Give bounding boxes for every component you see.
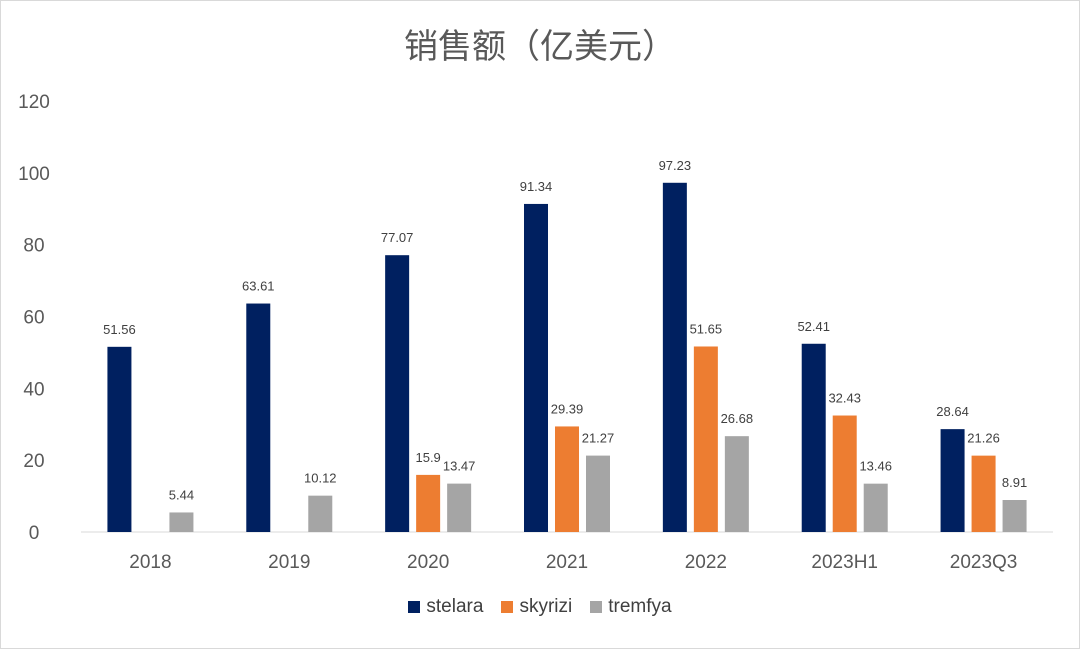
x-tick-label: 2018	[129, 552, 171, 573]
legend-label: tremfya	[608, 596, 672, 617]
legend-swatch	[590, 601, 603, 613]
bar-stelara	[662, 182, 687, 532]
bar-tremfya	[863, 483, 888, 532]
data-label-stelara: 63.61	[242, 279, 275, 294]
x-tick-label: 2019	[268, 552, 310, 573]
bar-stelara	[246, 303, 271, 532]
bar-tremfya	[1002, 499, 1027, 532]
bar-skyrizi	[693, 346, 718, 532]
bar-tremfya	[308, 495, 333, 532]
legend-label: skyrizi	[519, 596, 573, 617]
data-label-skyrizi: 32.43	[828, 391, 861, 406]
bar-tremfya	[724, 436, 749, 532]
legend-item-skyrizi: skyrizi	[501, 596, 572, 618]
y-tick-label: 40	[23, 379, 44, 400]
data-label-stelara: 52.41	[797, 319, 830, 334]
data-label-skyrizi: 15.9	[415, 450, 440, 465]
bar-skyrizi	[416, 474, 441, 532]
y-tick-label: 0	[29, 523, 40, 544]
x-tick-label: 2023Q3	[950, 552, 1018, 573]
data-label-stelara: 77.07	[381, 230, 414, 245]
data-label-tremfya: 21.27	[582, 431, 615, 446]
chart-legend: stelara skyrizi tremfya	[1, 596, 1079, 618]
bar-stelara	[385, 255, 410, 532]
data-label-stelara: 91.34	[520, 179, 553, 194]
legend-item-tremfya: tremfya	[590, 596, 672, 618]
bar-skyrizi	[971, 455, 996, 532]
bar-skyrizi	[555, 426, 579, 532]
legend-label: stelara	[426, 596, 484, 617]
data-label-tremfya: 13.46	[859, 459, 892, 474]
legend-swatch	[501, 601, 514, 613]
bar-stelara	[801, 343, 826, 532]
data-label-stelara: 51.56	[103, 322, 136, 337]
y-tick-label: 60	[23, 308, 44, 329]
legend-item-stelara: stelara	[408, 596, 483, 618]
y-tick-label: 120	[18, 92, 50, 113]
x-tick-label: 2020	[407, 552, 449, 573]
data-label-tremfya: 26.68	[721, 411, 754, 426]
legend-swatch	[408, 601, 421, 613]
data-label-tremfya: 10.12	[304, 471, 337, 486]
bar-stelara	[107, 346, 132, 532]
x-tick-label: 2023H1	[811, 552, 878, 573]
chart-title: 销售额（亿美元）	[404, 27, 676, 67]
bar-tremfya	[169, 512, 194, 532]
bar-stelara	[524, 203, 548, 532]
bar-tremfya	[586, 455, 610, 532]
data-label-stelara: 97.23	[659, 158, 692, 173]
data-label-tremfya: 8.91	[1002, 475, 1027, 490]
y-tick-label: 20	[23, 451, 44, 472]
data-label-skyrizi: 29.39	[551, 401, 584, 416]
x-tick-label: 2022	[685, 552, 727, 573]
y-tick-label: 80	[23, 236, 44, 257]
bar-stelara	[940, 429, 965, 532]
data-label-skyrizi: 51.65	[690, 321, 723, 336]
x-tick-label: 2021	[546, 552, 588, 573]
data-label-stelara: 28.64	[936, 404, 969, 419]
data-label-tremfya: 13.47	[443, 459, 476, 474]
bar-tremfya	[447, 483, 472, 532]
data-label-skyrizi: 21.26	[967, 431, 1000, 446]
data-label-tremfya: 5.44	[169, 487, 194, 502]
bar-skyrizi	[832, 415, 857, 532]
y-tick-label: 100	[18, 164, 50, 185]
